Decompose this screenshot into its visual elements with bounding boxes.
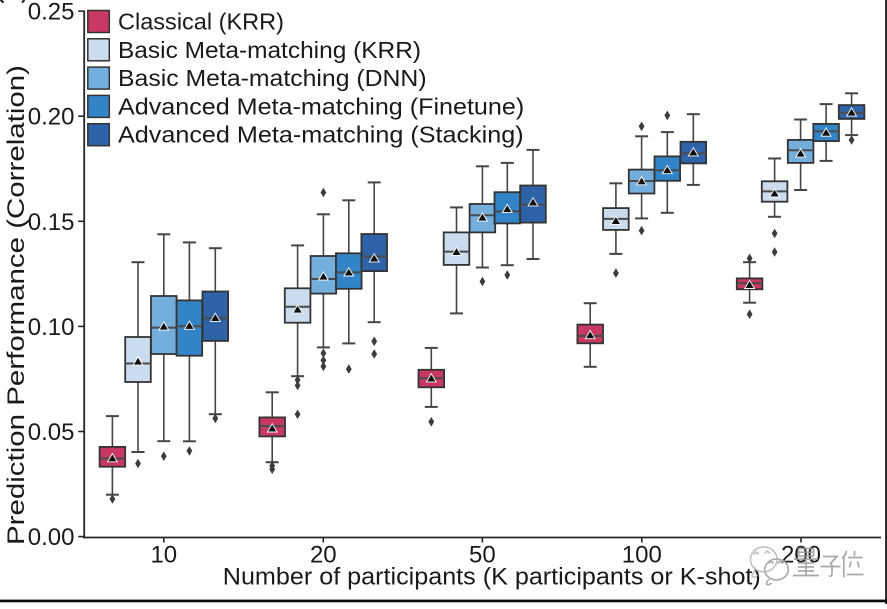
svg-text:0.20: 0.20 xyxy=(28,104,75,131)
svg-text:Advanced Meta-matching (Finetu: Advanced Meta-matching (Finetune) xyxy=(118,93,524,119)
svg-text:0.25: 0.25 xyxy=(28,0,75,26)
svg-text:0.15: 0.15 xyxy=(28,209,75,236)
svg-text:50: 50 xyxy=(469,542,496,569)
svg-text:Advanced Meta-matching (Stacki: Advanced Meta-matching (Stacking) xyxy=(118,122,524,148)
svg-text:100: 100 xyxy=(622,542,662,569)
svg-text:Number of participants (K part: Number of participants (K participants o… xyxy=(223,564,761,591)
svg-text:0.10: 0.10 xyxy=(28,314,75,341)
svg-text:20: 20 xyxy=(310,542,337,569)
svg-text:Classical (KRR): Classical (KRR) xyxy=(118,9,284,35)
svg-text:10: 10 xyxy=(150,542,177,569)
svg-text:0.00: 0.00 xyxy=(28,524,75,551)
svg-text:0.05: 0.05 xyxy=(28,419,75,446)
svg-text:Prediction Performance (Correl: Prediction Performance (Correlation) xyxy=(3,65,30,545)
svg-text:Basic Meta-matching (DNN): Basic Meta-matching (DNN) xyxy=(118,65,427,91)
svg-text:Basic Meta-matching (KRR): Basic Meta-matching (KRR) xyxy=(118,37,421,63)
